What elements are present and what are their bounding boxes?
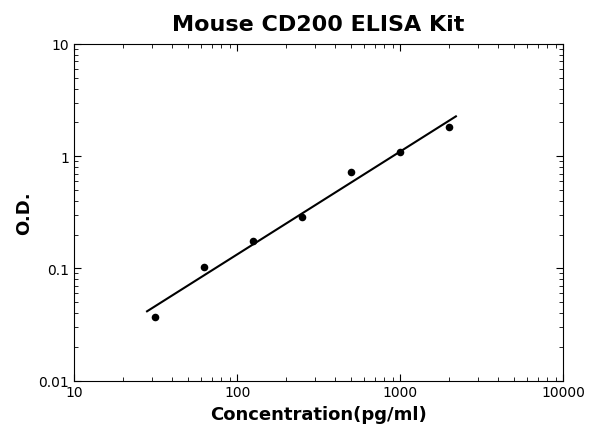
Point xyxy=(346,169,356,176)
Y-axis label: O.D.: O.D. xyxy=(15,191,33,234)
Point xyxy=(395,149,405,156)
Point xyxy=(445,125,454,132)
X-axis label: Concentration(pg/ml): Concentration(pg/ml) xyxy=(210,405,427,423)
Point xyxy=(199,264,209,271)
Point xyxy=(297,214,307,221)
Point xyxy=(248,238,258,245)
Point xyxy=(150,314,160,321)
Title: Mouse CD200 ELISA Kit: Mouse CD200 ELISA Kit xyxy=(172,15,465,35)
